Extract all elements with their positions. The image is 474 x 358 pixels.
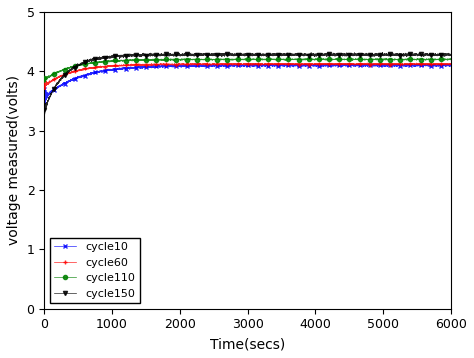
cycle60 xyxy=(138,63,144,67)
cycle10 xyxy=(140,66,146,70)
cycle110 xyxy=(448,57,454,62)
cycle150 xyxy=(380,50,385,54)
cycle110 xyxy=(41,76,47,81)
cycle10 xyxy=(253,62,258,66)
cycle110 xyxy=(445,57,451,61)
cycle60 xyxy=(195,62,201,66)
cycle10 xyxy=(43,102,48,106)
cycle10 xyxy=(195,64,201,69)
cycle60 xyxy=(224,62,229,66)
cycle60 xyxy=(41,78,47,83)
Line: cycle10: cycle10 xyxy=(42,62,453,106)
cycle60 xyxy=(42,87,47,92)
cycle110 xyxy=(337,56,343,61)
cycle150 xyxy=(136,53,142,57)
cycle110 xyxy=(224,58,229,62)
cycle150 xyxy=(138,53,144,57)
Line: cycle60: cycle60 xyxy=(42,61,453,92)
cycle60 xyxy=(136,63,142,67)
cycle110 xyxy=(42,80,47,84)
cycle110 xyxy=(140,58,146,62)
cycle110 xyxy=(138,57,144,62)
cycle110 xyxy=(195,57,201,62)
cycle110 xyxy=(136,58,142,62)
cycle150 xyxy=(224,52,229,56)
cycle150 xyxy=(42,112,47,116)
cycle10 xyxy=(445,63,451,67)
cycle10 xyxy=(41,87,47,91)
cycle60 xyxy=(448,62,454,66)
Y-axis label: voltage measured(volts): voltage measured(volts) xyxy=(7,76,21,245)
Line: cycle110: cycle110 xyxy=(42,56,453,84)
cycle10 xyxy=(448,63,454,67)
cycle60 xyxy=(445,63,451,67)
cycle150 xyxy=(445,52,451,57)
cycle150 xyxy=(195,52,201,57)
Legend: cycle10, cycle60, cycle110, cycle150: cycle10, cycle60, cycle110, cycle150 xyxy=(50,238,140,303)
cycle60 xyxy=(413,61,419,65)
cycle150 xyxy=(41,108,47,112)
cycle10 xyxy=(224,63,229,67)
X-axis label: Time(secs): Time(secs) xyxy=(210,337,285,351)
cycle150 xyxy=(448,53,454,57)
cycle10 xyxy=(138,65,144,69)
cycle10 xyxy=(136,65,142,69)
Line: cycle150: cycle150 xyxy=(42,50,453,116)
cycle60 xyxy=(140,63,146,67)
cycle150 xyxy=(140,53,146,57)
